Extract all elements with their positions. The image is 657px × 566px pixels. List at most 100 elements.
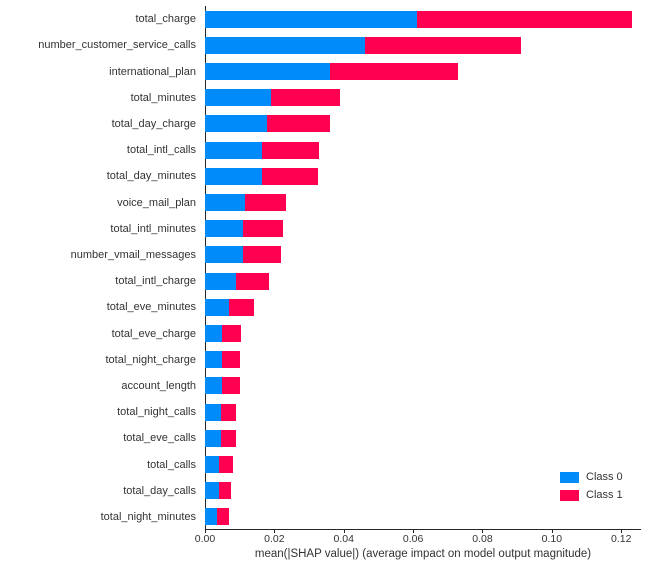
category-label: total_day_minutes bbox=[106, 170, 196, 183]
bar-segment-class-1 bbox=[262, 167, 318, 185]
category-label: total_night_calls bbox=[117, 406, 196, 419]
bar-segment-class-1 bbox=[222, 325, 242, 343]
stacked-bar bbox=[205, 220, 284, 238]
bar-row: total_eve_calls bbox=[0, 425, 657, 451]
bar-row: total_night_minutes bbox=[0, 504, 657, 530]
bar-segment-class-1 bbox=[329, 63, 459, 80]
bar-row: total_eve_minutes bbox=[0, 294, 657, 320]
bar-segment-class-0 bbox=[205, 403, 221, 421]
category-label: total_eve_charge bbox=[111, 327, 196, 340]
stacked-bar bbox=[205, 482, 231, 500]
bar-segment-class-1 bbox=[220, 403, 237, 421]
bar-segment-class-0 bbox=[205, 482, 219, 500]
legend: Class 0 Class 1 bbox=[560, 471, 623, 501]
category-label: voice_mail_plan bbox=[117, 196, 196, 209]
bar-segment-class-0 bbox=[205, 10, 417, 28]
stacked-bar bbox=[205, 36, 521, 54]
bar-segment-class-1 bbox=[270, 89, 341, 107]
stacked-bar bbox=[205, 272, 270, 290]
category-label: total_day_calls bbox=[123, 484, 196, 497]
stacked-bar bbox=[205, 89, 341, 107]
bar-segment-class-1 bbox=[218, 482, 231, 500]
bar-row: account_length bbox=[0, 373, 657, 399]
bar-row: international_plan bbox=[0, 58, 657, 84]
x-tick-mark bbox=[482, 529, 484, 533]
bar-segment-class-0 bbox=[205, 351, 223, 369]
x-tick-mark bbox=[343, 529, 345, 533]
x-tick-mark bbox=[413, 529, 415, 533]
bar-segment-class-1 bbox=[244, 194, 287, 212]
category-label: total_night_minutes bbox=[100, 510, 196, 523]
x-tick-mark bbox=[621, 529, 623, 533]
category-label: total_minutes bbox=[130, 91, 196, 104]
bar-row: total_intl_minutes bbox=[0, 216, 657, 242]
bar-segment-class-0 bbox=[205, 115, 268, 133]
bar-segment-class-1 bbox=[416, 10, 632, 28]
stacked-bar bbox=[205, 141, 320, 159]
stacked-bar bbox=[205, 10, 632, 28]
x-tick-label: 0.04 bbox=[333, 533, 354, 545]
bar-segment-class-0 bbox=[205, 298, 230, 316]
x-tick-mark bbox=[551, 529, 553, 533]
x-tick-mark bbox=[274, 529, 276, 533]
x-tick-label: 0.08 bbox=[472, 533, 493, 545]
bar-segment-class-0 bbox=[205, 141, 263, 159]
x-tick-label: 0.06 bbox=[402, 533, 424, 545]
bar-segment-class-0 bbox=[205, 272, 237, 290]
bar-segment-class-1 bbox=[236, 272, 270, 290]
x-axis-label: mean(|SHAP value|) (average impact on mo… bbox=[254, 548, 592, 560]
bar-row: total_intl_charge bbox=[0, 268, 657, 294]
category-label: total_intl_charge bbox=[115, 275, 196, 288]
x-tick-label: 0.02 bbox=[264, 533, 285, 545]
category-label: account_length bbox=[121, 379, 196, 392]
bar-segment-class-1 bbox=[218, 456, 233, 474]
bar-row: total_charge bbox=[0, 6, 657, 32]
category-label: total_eve_minutes bbox=[106, 301, 196, 314]
bar-segment-class-0 bbox=[205, 377, 223, 395]
stacked-bar bbox=[205, 325, 242, 343]
bar-segment-class-1 bbox=[222, 351, 240, 369]
bar-segment-class-0 bbox=[205, 63, 330, 80]
category-label: total_calls bbox=[147, 458, 196, 471]
bar-row: total_minutes bbox=[0, 85, 657, 111]
category-label: total_intl_calls bbox=[126, 144, 196, 157]
bar-row: voice_mail_plan bbox=[0, 189, 657, 215]
bar-segment-class-1 bbox=[229, 298, 254, 316]
stacked-bar bbox=[205, 167, 318, 185]
bar-segment-class-0 bbox=[205, 89, 271, 107]
category-label: number_customer_service_calls bbox=[38, 39, 196, 52]
legend-item-class1: Class 1 bbox=[560, 489, 623, 501]
stacked-bar bbox=[205, 403, 237, 421]
category-label: total_night_charge bbox=[105, 353, 196, 366]
bar-row: total_eve_charge bbox=[0, 320, 657, 346]
stacked-bar bbox=[205, 115, 330, 133]
category-label: total_eve_calls bbox=[123, 432, 196, 445]
bar-row: total_day_calls bbox=[0, 478, 657, 504]
category-label: total_charge bbox=[135, 13, 196, 26]
legend-item-class0: Class 0 bbox=[560, 471, 623, 483]
bar-segment-class-1 bbox=[243, 246, 282, 264]
stacked-bar bbox=[205, 351, 240, 369]
x-tick-label: 0.00 bbox=[194, 533, 216, 545]
bar-row: total_night_charge bbox=[0, 347, 657, 373]
bar-segment-class-0 bbox=[205, 429, 221, 447]
bar-segment-class-1 bbox=[262, 141, 320, 159]
bar-segment-class-0 bbox=[205, 508, 218, 526]
stacked-bar bbox=[205, 63, 459, 80]
class0-color-swatch bbox=[560, 471, 579, 483]
bar-segment-class-0 bbox=[205, 220, 244, 238]
bar-row: total_day_minutes bbox=[0, 163, 657, 189]
stacked-bar bbox=[205, 194, 287, 212]
bar-row: total_calls bbox=[0, 451, 657, 477]
plot-area bbox=[205, 6, 641, 530]
stacked-bar bbox=[205, 246, 282, 264]
stacked-bar bbox=[205, 298, 254, 316]
bar-segment-class-1 bbox=[364, 36, 521, 54]
bar-row: number_customer_service_calls bbox=[0, 32, 657, 58]
x-tick-mark bbox=[205, 529, 206, 533]
category-label: total_intl_minutes bbox=[110, 222, 196, 235]
bar-segment-class-1 bbox=[220, 429, 237, 447]
bar-segment-class-0 bbox=[205, 194, 245, 212]
stacked-bar bbox=[205, 377, 240, 395]
